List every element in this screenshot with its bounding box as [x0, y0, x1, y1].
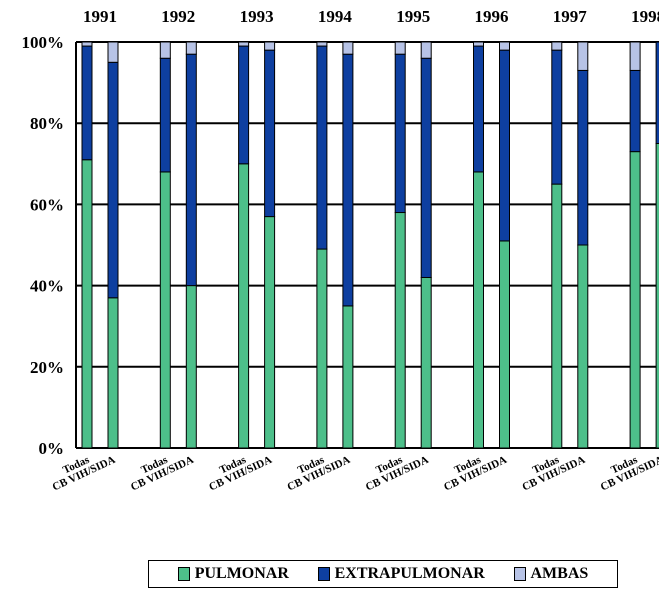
y-tick-label: 0%	[39, 439, 65, 458]
bar-segment-ambas	[185, 41, 197, 55]
bar-segment-pulmonar	[159, 171, 171, 449]
bar-segment-pulmonar	[107, 297, 119, 449]
bar-segment-pulmonar	[185, 285, 197, 449]
bar-segment-pulmonar	[655, 143, 659, 449]
chart-legend: PULMONAR EXTRAPULMONAR AMBAS	[148, 560, 618, 588]
bar-segment-pulmonar	[499, 240, 510, 449]
bar-segment-ambas	[107, 41, 119, 63]
legend-item-extrapulmonar: EXTRAPULMONAR	[317, 565, 485, 583]
year-label: 1997	[553, 7, 588, 26]
bar-segment-ambas	[238, 41, 250, 47]
bar-segment-ambas	[394, 41, 406, 55]
bar-segment-ambas	[159, 41, 171, 59]
year-label: 1995	[396, 7, 430, 26]
bar-segment-pulmonar	[264, 216, 276, 449]
bar-segment-extrapulmonar	[655, 41, 659, 144]
legend-item-pulmonar: PULMONAR	[177, 565, 289, 583]
y-tick-label: 20%	[30, 358, 64, 377]
bar-segment-extrapulmonar	[551, 49, 563, 185]
bar-segment-pulmonar	[238, 163, 250, 449]
year-label: 1998	[631, 7, 659, 26]
bar-segment-ambas	[551, 41, 563, 51]
legend-swatch-ambas	[513, 567, 526, 581]
bar-segment-ambas	[499, 41, 510, 51]
bar-segment-extrapulmonar	[473, 45, 484, 173]
bar-segment-extrapulmonar	[107, 61, 119, 299]
bar-segment-ambas	[316, 41, 328, 47]
bar-segment-pulmonar	[473, 171, 484, 449]
year-label: 1993	[240, 7, 274, 26]
bar-segment-pulmonar	[342, 305, 354, 449]
bar-segment-ambas	[473, 41, 484, 47]
bar-segment-ambas	[577, 41, 589, 71]
bar-segment-extrapulmonar	[499, 49, 510, 242]
bar-segment-extrapulmonar	[577, 69, 589, 246]
legend-label-pulmonar: PULMONAR	[194, 565, 289, 582]
bar-segment-pulmonar	[577, 244, 589, 449]
y-tick-label: 80%	[30, 114, 64, 133]
bar-segment-extrapulmonar	[629, 69, 641, 153]
legend-swatch-pulmonar	[177, 567, 190, 581]
y-tick-label: 100%	[22, 33, 65, 52]
bar-segment-ambas	[342, 41, 354, 55]
bar-segment-pulmonar	[420, 276, 432, 449]
y-tick-label: 60%	[30, 195, 64, 214]
bar-segment-extrapulmonar	[81, 45, 93, 161]
bar-segment-extrapulmonar	[264, 49, 276, 218]
bar-segment-extrapulmonar	[185, 53, 197, 287]
legend-swatch-extrapulmonar	[317, 567, 330, 581]
bar-segment-ambas	[420, 41, 432, 59]
bar-segment-extrapulmonar	[394, 53, 406, 214]
bar-segment-pulmonar	[394, 212, 406, 449]
legend-label-extrapulmonar: EXTRAPULMONAR	[334, 565, 485, 582]
bar-segment-extrapulmonar	[238, 45, 250, 165]
bar-segment-extrapulmonar	[316, 45, 328, 250]
bar-segment-extrapulmonar	[342, 53, 354, 307]
bar-segment-ambas	[264, 41, 276, 51]
bar-segment-extrapulmonar	[420, 57, 432, 278]
bar-segment-ambas	[81, 41, 93, 47]
legend-label-ambas: AMBAS	[530, 565, 589, 582]
bar-segment-pulmonar	[629, 151, 641, 449]
year-label: 1992	[161, 7, 195, 26]
y-tick-label: 40%	[30, 277, 64, 296]
bar-segment-pulmonar	[316, 248, 328, 449]
bar-segment-pulmonar	[551, 183, 563, 449]
year-label: 1996	[475, 7, 509, 26]
legend-item-ambas: AMBAS	[513, 565, 589, 583]
year-label: 1991	[83, 7, 117, 26]
bar-segment-pulmonar	[81, 159, 93, 449]
year-label: 1994	[318, 7, 353, 26]
bar-segment-ambas	[629, 41, 641, 71]
bar-segment-extrapulmonar	[159, 57, 171, 173]
